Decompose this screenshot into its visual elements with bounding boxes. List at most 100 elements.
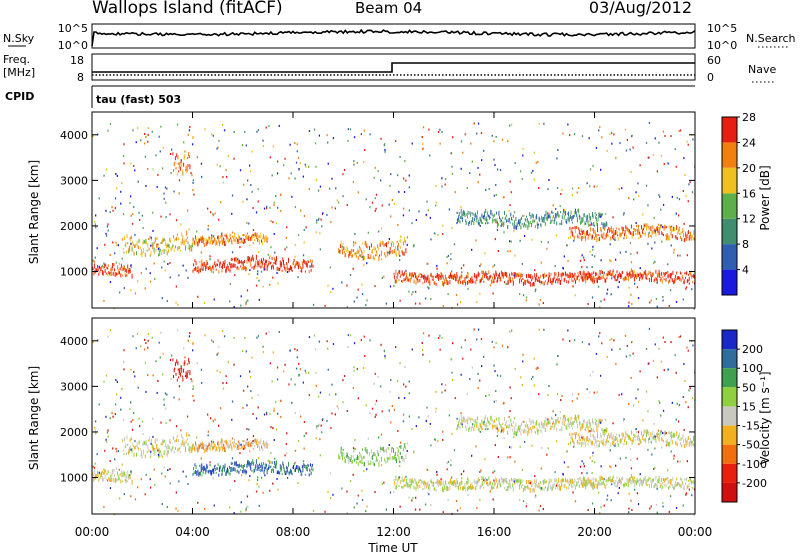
scatter-cell — [519, 445, 521, 448]
scatter-cell — [274, 251, 276, 254]
echo-cell — [560, 479, 562, 484]
echo-cell — [255, 254, 257, 260]
scatter-cell — [658, 141, 660, 144]
echo-cell — [372, 255, 374, 260]
echo-cell — [435, 275, 437, 278]
echo-cell — [459, 482, 461, 486]
echo-cell — [547, 280, 549, 285]
echo-cell — [490, 279, 492, 284]
echo-cell — [595, 234, 597, 238]
echo-cell — [365, 240, 367, 246]
echo-cell — [588, 223, 590, 227]
echo-cell — [222, 240, 224, 246]
echo-cell — [632, 437, 634, 443]
echo-cell — [458, 482, 460, 487]
scatter-cell — [538, 509, 540, 512]
echo-cell — [509, 273, 511, 277]
echo-cell — [141, 453, 143, 459]
echo-cell — [634, 482, 636, 488]
echo-cell — [563, 414, 565, 419]
scatter-cell — [116, 187, 118, 190]
scatter-cell — [496, 374, 499, 377]
scatter-cell — [476, 132, 478, 135]
echo-cell — [617, 443, 619, 447]
scatter-cell — [222, 387, 225, 390]
echo-cell — [663, 478, 665, 481]
scatter-cell — [434, 438, 437, 441]
echo-cell — [563, 214, 565, 220]
echo-cell — [184, 154, 186, 159]
echo-cell — [262, 241, 264, 246]
echo-cell — [674, 226, 676, 231]
scatter-cell — [639, 267, 641, 270]
echo-cell — [464, 213, 466, 218]
echo-cell — [600, 229, 602, 233]
echo-cell — [159, 450, 161, 454]
echo-cell — [468, 426, 470, 430]
scatter-cell — [547, 394, 549, 397]
echo-cell — [493, 218, 495, 222]
scatter-cell — [220, 439, 223, 441]
echo-cell — [140, 253, 142, 256]
scatter-cell — [611, 483, 613, 486]
echo-cell — [560, 417, 562, 420]
scatter-cell — [583, 465, 585, 468]
scatter-cell — [356, 161, 358, 164]
echo-cell — [489, 276, 491, 279]
echo-cell — [664, 272, 666, 275]
echo-cell — [146, 442, 148, 446]
scatter-cell — [599, 512, 601, 515]
echo-cell — [279, 260, 281, 266]
scatter-cell — [483, 479, 485, 482]
echo-cell — [413, 485, 415, 490]
scatter-cell — [638, 400, 640, 403]
scatter-cell — [231, 231, 234, 234]
scatter-cell — [456, 417, 458, 420]
echo-cell — [268, 464, 270, 469]
scatter-cell — [439, 348, 441, 351]
echo-cell — [173, 450, 175, 454]
scatter-cell — [675, 506, 678, 509]
scatter-cell — [142, 227, 144, 230]
echo-cell — [684, 478, 686, 481]
echo-cell — [281, 269, 283, 272]
scatter-cell — [186, 415, 189, 418]
echo-cell — [477, 416, 479, 421]
echo-cell — [520, 431, 522, 436]
scatter-cell — [185, 475, 187, 478]
scatter-cell — [675, 165, 677, 168]
echo-cell — [229, 269, 231, 273]
scatter-cell — [670, 135, 672, 138]
scatter-cell — [591, 460, 593, 463]
scatter-cell — [298, 156, 300, 159]
echo-cell — [463, 485, 465, 489]
echo-cell — [214, 238, 216, 242]
scatter-cell — [552, 422, 554, 425]
echo-cell — [416, 481, 418, 486]
echo-cell — [581, 480, 583, 486]
scatter-cell — [136, 127, 139, 129]
scatter-cell — [491, 134, 493, 137]
echo-cell — [664, 272, 666, 277]
scatter-cell — [237, 464, 239, 467]
scatter-cell — [92, 341, 94, 344]
echo-cell — [482, 428, 484, 430]
scatter-cell — [679, 254, 681, 257]
echo-cell — [401, 476, 403, 482]
echo-cell — [483, 272, 485, 278]
station-title: Wallops Island (fitACF) — [92, 0, 283, 18]
echo-cell — [255, 235, 257, 240]
echo-cell — [681, 444, 683, 448]
scatter-cell — [404, 366, 406, 368]
echo-cell — [465, 481, 467, 485]
echo-cell — [241, 261, 243, 265]
scatter-cell — [588, 343, 590, 346]
scatter-cell — [265, 411, 268, 414]
scatter-cell — [176, 123, 179, 126]
scatter-cell — [588, 137, 590, 140]
echo-cell — [615, 479, 617, 482]
scatter-cell — [615, 156, 617, 159]
echo-cell — [571, 272, 573, 278]
echo-cell — [610, 273, 612, 277]
